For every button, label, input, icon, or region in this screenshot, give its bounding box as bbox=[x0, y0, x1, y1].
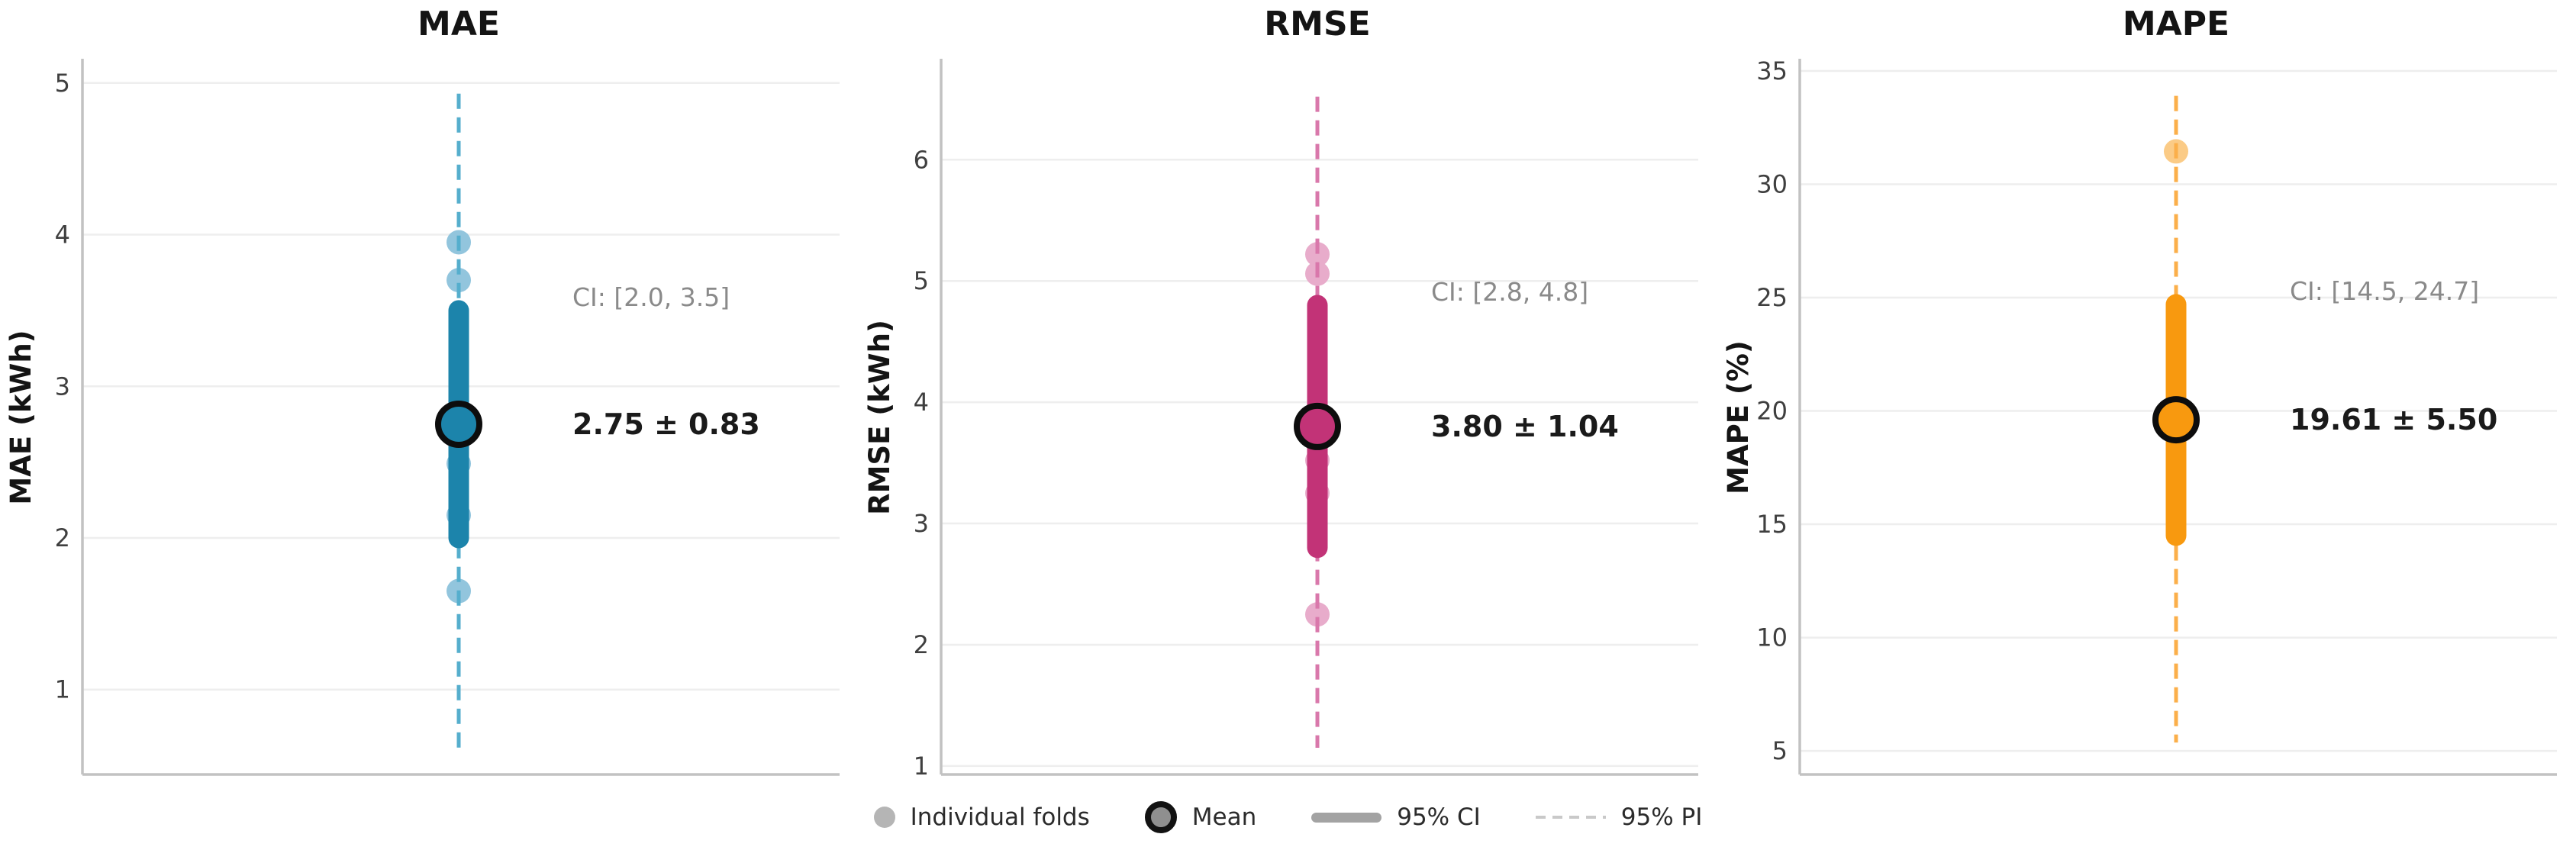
legend-item-mean: Mean bbox=[1144, 801, 1257, 833]
y-tick-label: 3 bbox=[914, 509, 929, 538]
legend: Individual folds Mean 95% CI 95% PI bbox=[0, 790, 2576, 845]
mape-chart: 5 10 15 20 25 30 35 MAPE MAPE (%) CI: [14.5, 24.7… bbox=[1722, 5, 2557, 776]
mean-annotation: 2.75 ± 0.83 bbox=[572, 407, 760, 441]
mean-point bbox=[435, 400, 482, 448]
y-axis-label: RMSE (kWh) bbox=[863, 320, 896, 515]
fold-point bbox=[1305, 242, 1330, 267]
ci-annotation: CI: [2.0, 3.5] bbox=[572, 282, 730, 312]
panel-mae: 1 2 3 4 5 MAE MAE (kWh) CI: [2.0, 3.5] 2.75 ± 0.… bbox=[0, 0, 859, 786]
y-tick-label: 6 bbox=[914, 145, 929, 174]
y-tick-label: 1 bbox=[914, 752, 929, 781]
fold-dot-icon bbox=[873, 807, 895, 828]
fold-point bbox=[447, 268, 471, 293]
legend-item-95-ci: 95% CI bbox=[1311, 803, 1481, 831]
y-tick-label: 5 bbox=[914, 266, 929, 295]
legend-label: 95% CI bbox=[1397, 803, 1481, 831]
y-tick-label: 5 bbox=[1772, 736, 1788, 765]
mae-chart: 1 2 3 4 5 MAE MAE (kWh) CI: [2.0, 3.5] 2.75 ± 0.… bbox=[5, 5, 840, 776]
legend-label: Mean bbox=[1191, 803, 1257, 831]
rmse-chart: 1 2 3 4 5 6 RMSE RMSE (kWh) CI: [2.8, 4.8] 3.80 ±… bbox=[863, 5, 1698, 781]
y-tick-label: 25 bbox=[1756, 283, 1788, 312]
ci-annotation: CI: [2.8, 4.8] bbox=[1431, 277, 1588, 307]
y-tick-label: 4 bbox=[914, 388, 929, 417]
y-tick-label: 5 bbox=[55, 69, 70, 98]
legend-label: 95% PI bbox=[1620, 803, 1703, 831]
fold-point bbox=[1305, 602, 1330, 627]
y-tick-label: 2 bbox=[55, 523, 70, 552]
y-axis-label: MAPE (%) bbox=[1722, 340, 1755, 494]
mean-annotation: 19.61 ± 5.50 bbox=[2290, 403, 2497, 436]
y-tick-label: 20 bbox=[1756, 397, 1788, 426]
mean-point bbox=[1294, 402, 1341, 450]
pi-dashed-line-icon bbox=[1535, 816, 1606, 819]
mean-point bbox=[2152, 396, 2200, 444]
y-axis-label: MAE (kWh) bbox=[5, 330, 37, 504]
y-tick-label: 10 bbox=[1756, 623, 1788, 652]
panel-title: MAE bbox=[418, 5, 500, 43]
legend-item-95-pi: 95% PI bbox=[1535, 803, 1703, 831]
y-tick-label: 3 bbox=[55, 372, 70, 401]
legend-item-individual-folds: Individual folds bbox=[873, 803, 1090, 831]
ci-annotation: CI: [14.5, 24.7] bbox=[2290, 276, 2479, 306]
y-tick-label: 15 bbox=[1756, 510, 1788, 539]
y-tick-label: 1 bbox=[55, 675, 70, 704]
panel-title: MAPE bbox=[2123, 5, 2229, 43]
panel-mape: 5 10 15 20 25 30 35 MAPE MAPE (%) CI: [14.5, 24.7… bbox=[1717, 0, 2576, 786]
legend-label: Individual folds bbox=[910, 803, 1090, 831]
y-tick-label: 30 bbox=[1756, 169, 1788, 198]
y-tick-label: 4 bbox=[55, 221, 70, 250]
ci-line-icon bbox=[1311, 812, 1382, 823]
panel-title: RMSE bbox=[1264, 5, 1370, 43]
mean-circle-icon bbox=[1144, 801, 1177, 833]
y-tick-label: 2 bbox=[914, 630, 929, 659]
mean-annotation: 3.80 ± 1.04 bbox=[1431, 410, 1619, 443]
panel-rmse: 1 2 3 4 5 6 RMSE RMSE (kWh) CI: [2.8, 4.8] 3.80 ±… bbox=[859, 0, 1717, 786]
y-tick-label: 35 bbox=[1756, 56, 1788, 85]
